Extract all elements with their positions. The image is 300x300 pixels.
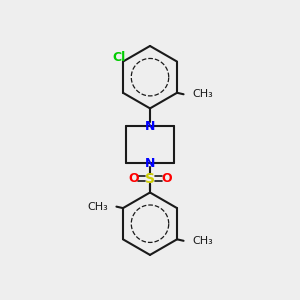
Text: CH₃: CH₃	[87, 202, 108, 212]
Text: CH₃: CH₃	[192, 236, 213, 246]
Text: CH₃: CH₃	[192, 89, 213, 99]
Text: N: N	[145, 120, 155, 133]
Text: O: O	[128, 172, 139, 185]
Text: O: O	[161, 172, 172, 185]
Text: Cl: Cl	[113, 51, 126, 64]
Text: N: N	[145, 157, 155, 169]
Text: S: S	[145, 172, 155, 185]
